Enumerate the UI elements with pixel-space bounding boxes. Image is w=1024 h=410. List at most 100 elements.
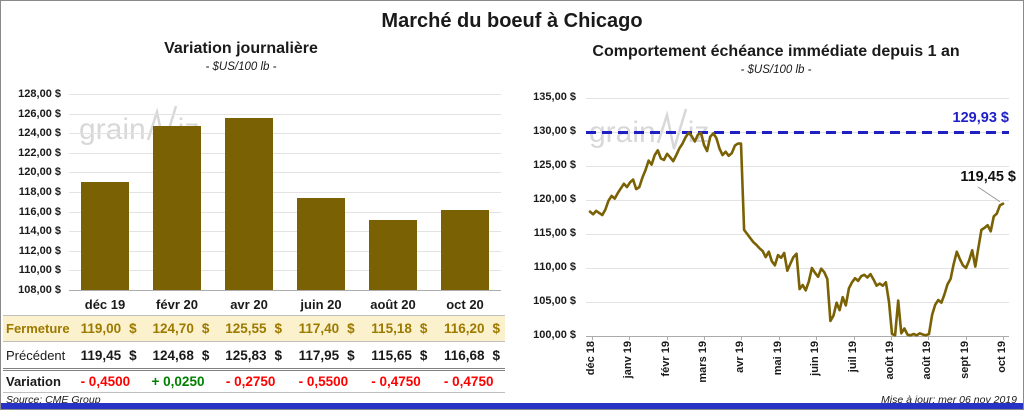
table-cell: 124,70 $ [152,321,210,336]
x-axis-tick [592,336,593,340]
grainwiz-watermark: grain iz [589,107,709,159]
gridline [586,268,1009,269]
bar-déc 19 [81,182,129,290]
x-axis-label: déc 18 [585,341,597,376]
x-axis-label: févr 20 [156,297,198,312]
table-cell: 119,45 $ [80,348,137,363]
table-cell: 125,55 $ [225,321,283,336]
y-axis-label: 130,00 $ [533,125,576,137]
line-chart-title: Comportement échéance immédiate depuis 1… [592,43,960,60]
y-axis-label: 110,00 $ [18,264,61,276]
table-cell: - 0,2750 [225,374,276,389]
x-axis-label: oct 20 [446,297,484,312]
row-label: Précédent [6,348,66,363]
table-cell: 124,68 $ [152,348,210,363]
table-cell: 119,00 $ [80,321,137,336]
y-axis-label: 126,00 $ [18,108,61,120]
table-cell: 116,68 $ [443,348,501,363]
x-axis-tick [816,336,817,340]
y-axis-label: 105,00 $ [533,295,576,307]
x-axis-tick [966,336,967,340]
bar-févr 20 [153,126,201,290]
y-axis-label: 120,00 $ [533,193,576,205]
x-axis-tick [1003,336,1004,340]
gridline [69,270,501,271]
gridline [69,290,501,291]
table-cell: + 0,0250 [151,374,205,389]
gridline [69,172,501,173]
bar-chart-title: Variation journalière [164,40,318,57]
y-axis-label: 115,00 $ [533,227,576,239]
y-axis-label: 124,00 $ [18,127,61,139]
x-axis-tick [629,336,630,340]
table-cell: 117,95 $ [298,348,355,363]
x-axis-tick [928,336,929,340]
grainwiz-watermark: grain iz [79,104,199,156]
y-axis-label: 120,00 $ [18,166,61,178]
x-axis-label: avr 19 [734,341,746,373]
gridline [69,114,501,115]
x-axis-tick [854,336,855,340]
line-chart-plot [586,98,1009,340]
table-cell: 125,83 $ [225,348,283,363]
x-axis-label: août 20 [370,297,416,312]
gridline [586,200,1009,201]
y-axis-label: 118,00 $ [18,186,61,198]
zigzag-w-icon [146,104,178,156]
x-axis-label: janv 19 [622,341,634,379]
bar-août 20 [369,219,417,290]
watermark-text: grain [79,113,146,146]
watermark-text: iz [687,116,710,149]
y-axis-label: 125,00 $ [533,159,576,171]
price-line-chart [586,130,1009,337]
gridline [586,98,1009,99]
y-axis-label: 110,00 $ [533,261,576,273]
table-row-fermeture: Fermeture 119,00 $ 124,70 $ 125,55 $ 117,40… [3,315,505,342]
gridline [69,192,501,193]
x-axis-label: mars 19 [697,341,709,383]
y-axis-label: 108,00 $ [18,284,61,296]
gridline [586,302,1009,303]
table-cell: 115,65 $ [371,348,428,363]
x-axis-label: août 19 [921,341,933,380]
x-axis-label: oct 19 [996,341,1008,373]
gridline [586,166,1009,167]
x-axis-tick [891,336,892,340]
y-axis-label: 116,00 $ [18,206,61,218]
x-axis-tick [667,336,668,340]
x-axis-label: mai 19 [772,341,784,376]
table-cell: - 0,4500 [80,374,131,389]
gridline [586,132,1009,133]
table-cell: 117,40 $ [298,321,355,336]
gridline [586,234,1009,235]
bar-oct 20 [441,209,489,290]
x-axis-label: févr 19 [660,341,672,377]
page-title: Marché du boeuf à Chicago [381,10,643,32]
bar-chart-plot [69,94,501,291]
gridline [586,336,1009,337]
price-series [588,131,1005,337]
y-axis-label: 112,00 $ [18,245,61,257]
bottom-accent-bar [1,403,1023,409]
gridline [69,212,501,213]
x-axis-tick [704,336,705,340]
bar-avr 20 [225,118,273,290]
reference-price-label: 129,93 $ [952,110,1009,126]
row-label: Fermeture [6,321,70,336]
gridline [69,94,501,95]
zigzag-w-icon [656,107,688,159]
table-cell: 116,20 $ [443,321,501,336]
last-price-label: 119,45 $ [960,169,1016,185]
table-cell: - 0,5500 [298,374,349,389]
table-row-variation: Variation - 0,4500 + 0,0250 - 0,2750 - 0… [3,368,505,393]
bar-chart-y-axis: 128,00 $ 126,00 $ 124,00 $ 122,00 $ 120,00 $… [1,88,61,296]
gridline [69,231,501,232]
label-leader-line [977,186,1001,203]
table-cell: 115,18 $ [371,321,428,336]
x-axis-label: avr 20 [230,297,268,312]
x-axis-label: déc 19 [84,297,126,312]
line-chart-y-axis: 135,00 $ 130,00 $ 125,00 $ 120,00 $ 115,00 $… [496,91,576,341]
x-axis-label: juin 20 [300,297,342,312]
